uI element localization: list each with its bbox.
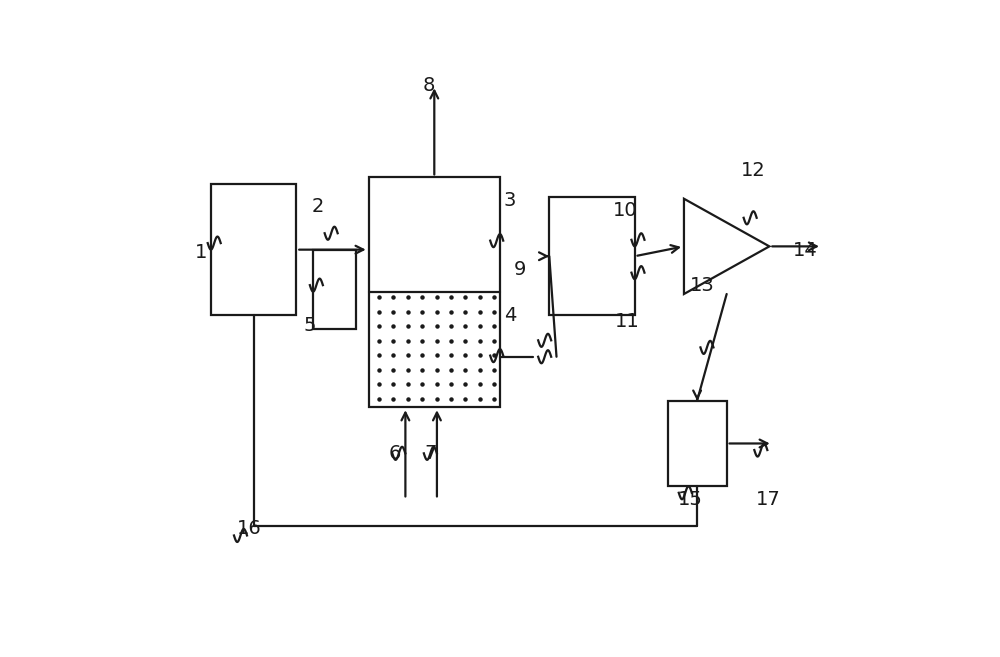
Bar — [313, 250, 356, 328]
Text: 2: 2 — [311, 198, 324, 216]
Bar — [369, 177, 500, 407]
Text: 12: 12 — [741, 162, 766, 180]
Text: 9: 9 — [514, 260, 526, 279]
Polygon shape — [684, 199, 769, 294]
Text: 13: 13 — [690, 277, 715, 295]
Text: 6: 6 — [389, 444, 401, 463]
Text: 5: 5 — [303, 316, 316, 334]
Bar — [668, 401, 727, 486]
Text: 4: 4 — [504, 306, 516, 325]
Text: 3: 3 — [504, 191, 516, 210]
Text: 14: 14 — [792, 242, 817, 260]
Text: 16: 16 — [237, 520, 261, 538]
Text: 11: 11 — [615, 313, 640, 331]
Text: 17: 17 — [756, 490, 780, 509]
Text: 7: 7 — [425, 444, 437, 463]
Text: 1: 1 — [195, 244, 207, 262]
Text: 10: 10 — [613, 201, 637, 219]
Bar — [549, 197, 635, 315]
Text: 8: 8 — [423, 76, 435, 95]
Bar — [211, 184, 296, 315]
Text: 15: 15 — [678, 490, 703, 509]
